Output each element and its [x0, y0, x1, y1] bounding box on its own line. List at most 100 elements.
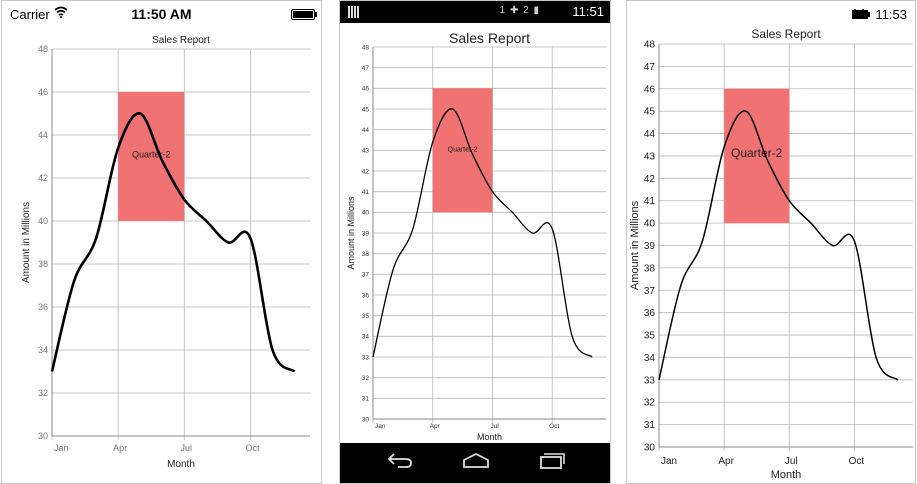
- x-axis-title: Month: [477, 432, 502, 442]
- quarter-band: [432, 88, 493, 213]
- notification-icon: [348, 6, 360, 18]
- y-tick-label: 46: [644, 84, 656, 95]
- chart-title: Sales Report: [449, 30, 530, 46]
- y-tick-label: 30: [644, 443, 656, 454]
- sales-series-line: [658, 110, 899, 381]
- y-tick-label: 40: [644, 219, 656, 230]
- x-tick-label: Jan: [661, 456, 677, 467]
- y-tick-label: 35: [644, 331, 656, 342]
- y-tick-label: 34: [38, 345, 48, 355]
- x-tick-label: Oct: [549, 423, 559, 430]
- battery-icon: [291, 9, 317, 20]
- y-tick-label: 46: [38, 87, 48, 97]
- y-tick-label: 36: [362, 292, 370, 299]
- y-tick-label: 47: [362, 65, 370, 72]
- y-tick-label: 41: [644, 196, 656, 207]
- android-status-bar: 1 ✚ 2 ▮ 11:51: [340, 1, 610, 23]
- ios-device-frame: Carrier 11:50 AM Sales Report 30 32 34 36 38 4…: [1, 0, 322, 484]
- windows-status-bar: 11:53: [627, 1, 915, 27]
- back-icon[interactable]: [386, 451, 414, 475]
- band-label: Quarter-2: [132, 150, 171, 160]
- y-tick-label: 33: [644, 375, 656, 386]
- y-tick-label: 44: [644, 129, 656, 140]
- y-tick-label: 41: [362, 189, 370, 196]
- x-tick-label: Jan: [375, 423, 386, 430]
- wifi-icon: [54, 6, 68, 21]
- quarter-band: [118, 92, 185, 221]
- y-tick-label: 32: [38, 388, 48, 398]
- y-tick-label: 36: [38, 302, 48, 312]
- y-tick-label: 30: [38, 431, 48, 441]
- band-label: Quarter-2: [448, 146, 478, 153]
- battery-icon: [851, 8, 871, 23]
- y-tick-label: 47: [644, 62, 656, 73]
- y-tick-label: 40: [362, 210, 370, 217]
- y-tick-label: 33: [362, 354, 370, 361]
- x-tick-label: Apr: [718, 456, 734, 467]
- x-tick-label: Apr: [430, 423, 441, 430]
- home-icon[interactable]: [462, 451, 490, 475]
- y-axis-title: Amount in Millions: [346, 196, 356, 270]
- x-tick-label: Oct: [849, 456, 865, 467]
- recents-icon[interactable]: [538, 451, 566, 475]
- x-tick-label: Jan: [54, 443, 69, 453]
- y-axis-title: Amount in Millions: [21, 202, 32, 283]
- y-tick-label: 48: [362, 44, 370, 51]
- y-tick-label: 45: [644, 107, 656, 118]
- y-tick-label: 43: [644, 151, 656, 162]
- y-tick-label: 38: [362, 251, 370, 258]
- y-tick-label: 45: [362, 106, 370, 113]
- y-tick-label: 48: [644, 40, 656, 51]
- y-tick-label: 44: [38, 130, 48, 140]
- y-tick-label: 34: [644, 353, 656, 364]
- status-time: 11:53: [875, 7, 907, 22]
- y-tick-label: 46: [362, 86, 370, 93]
- band-label: Quarter-2: [731, 146, 783, 160]
- carrier-label: Carrier: [10, 7, 50, 22]
- status-time: 11:50 AM: [131, 6, 192, 22]
- x-tick-label: Jul: [490, 423, 499, 430]
- ios-status-bar: Carrier 11:50 AM: [2, 1, 321, 27]
- y-tick-label: 36: [644, 308, 656, 319]
- android-nav-bar: [340, 443, 610, 483]
- sales-report-chart-ios: Sales Report 30 32 34 36 38 40 42 44 46 48 Jan Apr Ju…: [21, 35, 310, 470]
- y-tick-label: 31: [362, 396, 370, 403]
- x-axis-title: Month: [167, 459, 195, 470]
- x-tick-label: Jul: [785, 456, 798, 467]
- y-tick-label: 39: [644, 241, 656, 252]
- y-tick-label: 31: [644, 420, 656, 431]
- y-tick-label: 34: [362, 334, 370, 341]
- y-tick-label: 43: [362, 148, 370, 155]
- y-tick-label: 37: [644, 286, 656, 297]
- x-axis-title: Month: [771, 469, 802, 481]
- x-tick-label: Jul: [181, 443, 193, 453]
- windows-device-frame: 11:53 Sales Report 30 31 32 33 34 35 36 37 38 39 40…: [626, 0, 916, 484]
- sales-report-chart-windows: Sales Report 30 31 32 33 34 35 36 37 38 39 40 41 42 43…: [629, 27, 913, 481]
- y-tick-label: 42: [38, 173, 48, 183]
- y-tick-label: 30: [362, 416, 370, 423]
- y-tick-label: 48: [38, 44, 48, 54]
- status-icons: 1 ✚ 2 ▮: [499, 5, 540, 16]
- y-tick-label: 40: [38, 216, 48, 226]
- y-tick-label: 42: [362, 168, 370, 175]
- x-tick-label: Oct: [245, 443, 260, 453]
- x-tick-label: Apr: [113, 443, 127, 453]
- chart-title: Sales Report: [751, 27, 821, 41]
- y-tick-label: 39: [362, 230, 370, 237]
- y-tick-label: 42: [644, 174, 656, 185]
- y-tick-label: 38: [38, 259, 48, 269]
- quarter-band: [724, 88, 790, 224]
- android-device-frame: 1 ✚ 2 ▮ 11:51 Sales Report 30 31 32 33 34 35 36…: [339, 0, 611, 484]
- sales-report-chart-android: Sales Report 30 31 32 33 34 35 36 37 38 39 40 41 42 43…: [346, 30, 606, 442]
- y-tick-label: 35: [362, 313, 370, 320]
- y-tick-label: 32: [362, 375, 370, 382]
- sales-series-line: [372, 108, 593, 358]
- y-axis-title: Amount in Millions: [629, 200, 641, 290]
- y-tick-label: 44: [362, 127, 370, 134]
- y-tick-label: 32: [644, 398, 656, 409]
- y-tick-label: 37: [362, 272, 370, 279]
- sales-series-line: [50, 112, 296, 373]
- chart-title: Sales Report: [152, 35, 210, 46]
- status-time: 11:51: [572, 4, 604, 19]
- y-tick-label: 38: [644, 263, 656, 274]
